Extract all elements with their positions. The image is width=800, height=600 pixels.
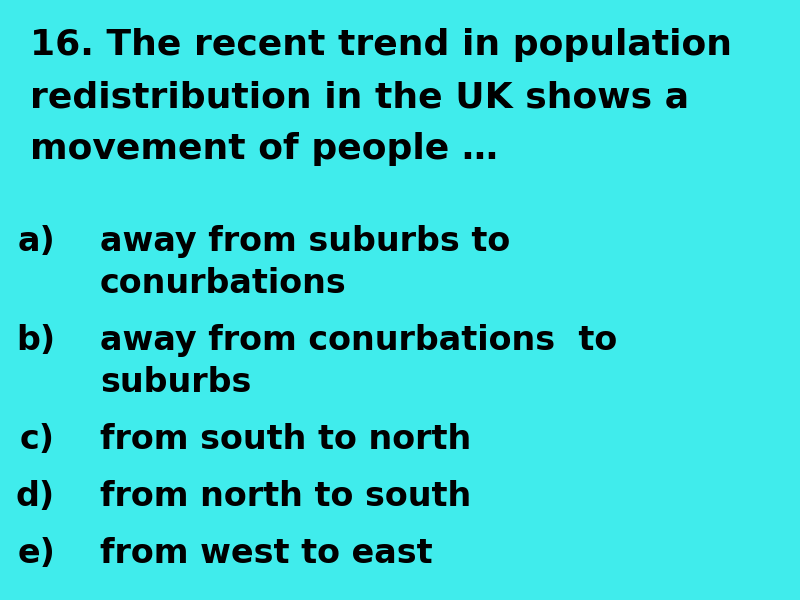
Text: redistribution in the UK shows a: redistribution in the UK shows a <box>30 80 689 114</box>
Text: away from suburbs to: away from suburbs to <box>100 225 510 258</box>
Text: from west to east: from west to east <box>100 537 433 570</box>
Text: movement of people …: movement of people … <box>30 132 498 166</box>
Text: d): d) <box>16 480 55 513</box>
Text: away from conurbations  to: away from conurbations to <box>100 324 618 357</box>
Text: conurbations: conurbations <box>100 267 346 300</box>
Text: e): e) <box>17 537 55 570</box>
Text: suburbs: suburbs <box>100 366 251 399</box>
Text: 16. The recent trend in population: 16. The recent trend in population <box>30 28 732 62</box>
Text: b): b) <box>16 324 55 357</box>
Text: a): a) <box>18 225 55 258</box>
Text: from south to north: from south to north <box>100 423 471 456</box>
Text: from north to south: from north to south <box>100 480 471 513</box>
Text: c): c) <box>20 423 55 456</box>
